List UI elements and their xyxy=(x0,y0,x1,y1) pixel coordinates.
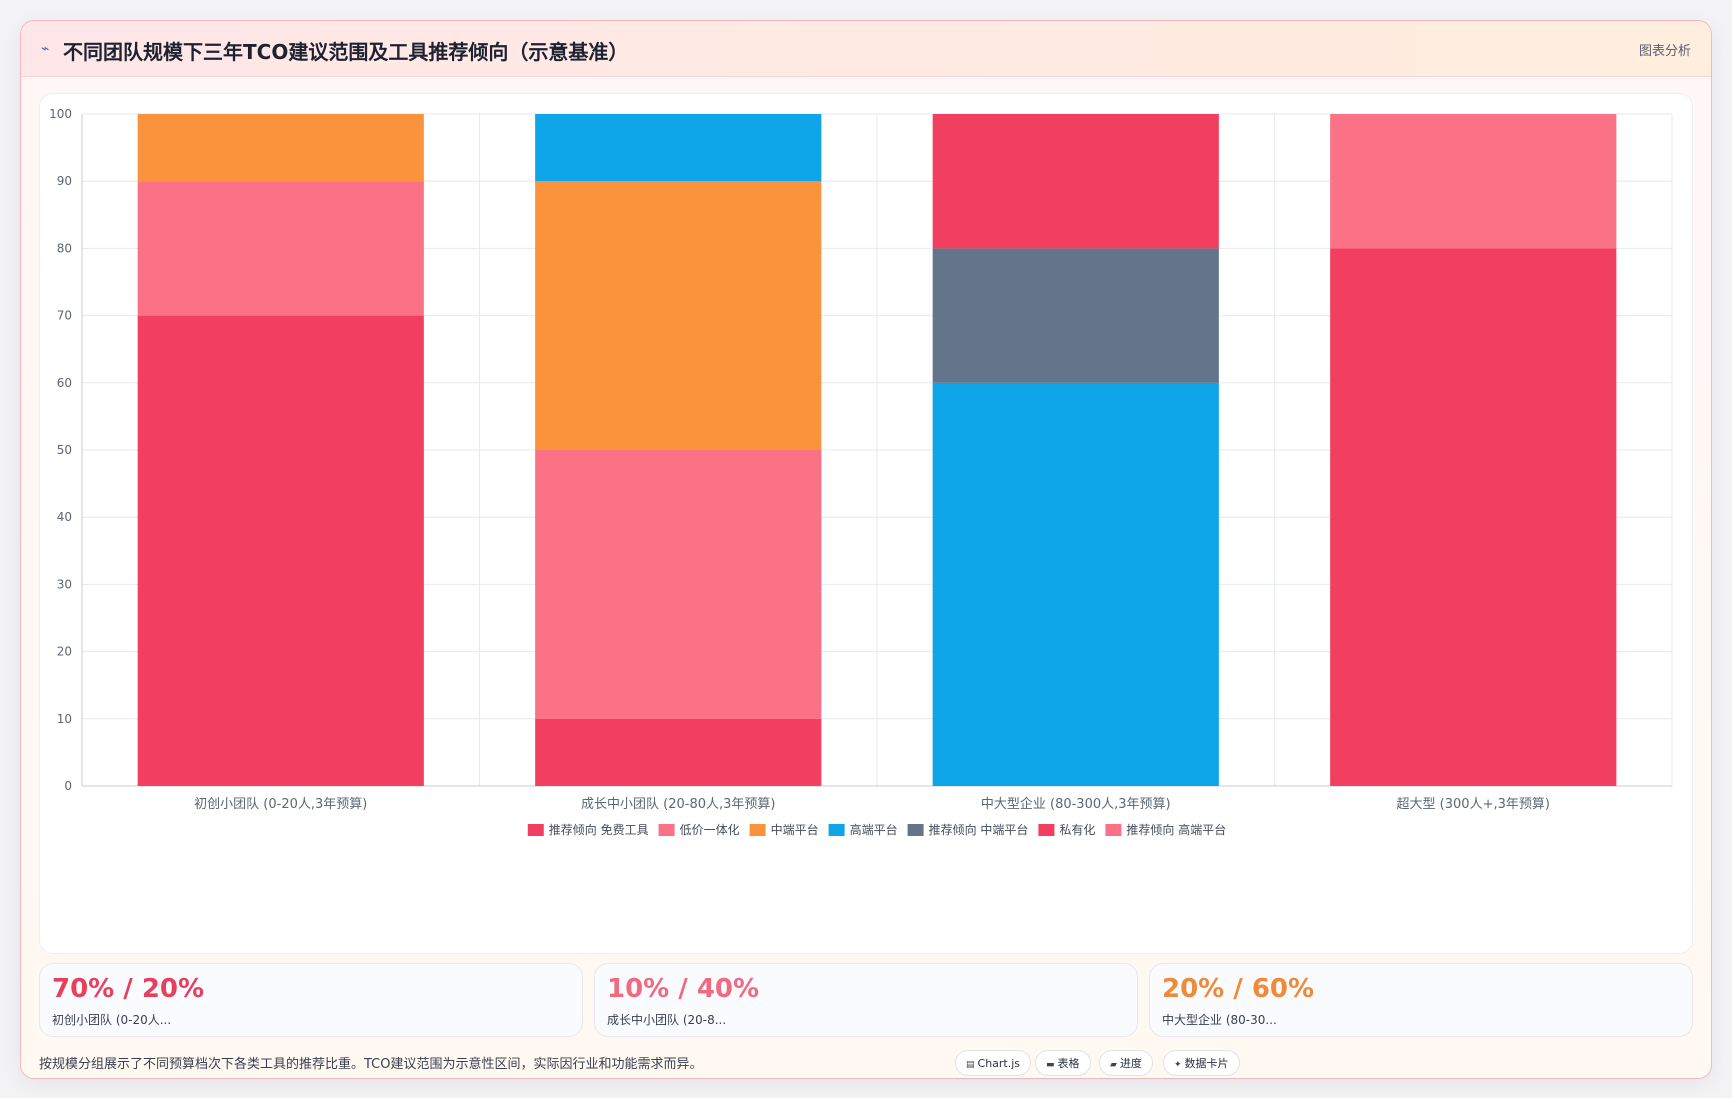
sparkle-icon: ✦ xyxy=(1174,1060,1182,1070)
bar-segment xyxy=(137,114,424,182)
legend-label: 低价一体化 xyxy=(680,823,740,837)
bar-segment xyxy=(1330,248,1617,786)
x-tick-label: 成长中小团队 (20-80人,3年预算) xyxy=(581,797,775,812)
table-pill[interactable]: ▬ 表格 xyxy=(1035,1050,1091,1076)
legend-swatch xyxy=(907,824,924,836)
stat-value: 70% / 20% xyxy=(52,974,205,1004)
legend-label: 私有化 xyxy=(1059,823,1095,837)
pill-label: 表格 xyxy=(1057,1057,1080,1070)
stat-value: 10% / 40% xyxy=(607,974,760,1004)
panel-header: ⌁ 不同团队规模下三年TCO建议范围及工具推荐倾向（示意基准） 图表分析 xyxy=(21,21,1711,77)
y-tick-label: 80 xyxy=(57,241,72,255)
y-tick-label: 60 xyxy=(57,376,72,390)
stat-card-1: 70% / 20% 初创小团队 (0-20人... xyxy=(39,963,583,1037)
y-tick-label: 30 xyxy=(57,577,72,591)
x-tick-label: 中大型企业 (80-300人,3年预算) xyxy=(981,796,1171,812)
y-tick-label: 50 xyxy=(57,443,72,457)
legend-label: 推荐倾向 中端平台 xyxy=(929,822,1029,837)
stat-label: 成长中小团队 (20-8... xyxy=(607,1013,727,1027)
x-tick-label: 超大型 (300人+,3年预算) xyxy=(1397,797,1550,812)
stat-value: 20% / 60% xyxy=(1162,974,1315,1004)
y-tick-label: 90 xyxy=(57,174,72,188)
legend-label: 中端平台 xyxy=(771,822,819,837)
legend-swatch xyxy=(527,824,544,836)
data-card-pill[interactable]: ✦ 数据卡片 xyxy=(1163,1050,1240,1076)
bar-segment xyxy=(137,181,424,316)
y-tick-label: 0 xyxy=(64,779,72,793)
bar-segment xyxy=(535,181,822,450)
legend-label: 推荐倾向 高端平台 xyxy=(1126,822,1226,837)
legend-label: 推荐倾向 免费工具 xyxy=(549,822,649,837)
chartjs-pill[interactable]: ▤ Chart.js xyxy=(955,1050,1032,1076)
pill-label: 数据卡片 xyxy=(1184,1057,1229,1070)
bar-segment xyxy=(535,450,822,719)
analysis-link[interactable]: 图表分析 xyxy=(1638,44,1691,59)
bar-segment xyxy=(1330,114,1617,249)
progress-pill[interactable]: ▰ 进度 xyxy=(1099,1050,1153,1076)
footnote: 按规模分组展示了不同预算档次下各类工具的推荐比重。TCO建议范围为示意性区间，实… xyxy=(39,1057,703,1072)
trend-icon: ⌁ xyxy=(41,41,50,57)
pill-label: Chart.js xyxy=(977,1057,1021,1070)
legend-swatch xyxy=(828,824,845,836)
bar-segment xyxy=(535,718,822,786)
legend-swatch xyxy=(1105,824,1122,836)
y-tick-label: 100 xyxy=(49,107,72,121)
x-tick-label: 初创小团队 (0-20人,3年预算) xyxy=(194,797,367,812)
progress-icon: ▰ xyxy=(1110,1060,1117,1070)
stat-label: 初创小团队 (0-20人... xyxy=(52,1013,172,1027)
bar-segment xyxy=(535,114,822,182)
bar-segment xyxy=(932,382,1219,786)
y-tick-label: 20 xyxy=(57,645,72,659)
y-tick-label: 10 xyxy=(57,712,72,726)
stat-label: 中大型企业 (80-30... xyxy=(1162,1013,1277,1027)
chart-icon: ▤ xyxy=(966,1060,975,1070)
legend-swatch xyxy=(658,824,675,836)
table-icon: ▬ xyxy=(1046,1060,1055,1070)
chart-card: 0 10 20 30 40 50 60 70 80 90 100 初创小团队 (0-20人,3年预算)… xyxy=(39,93,1693,954)
bar-segment xyxy=(932,248,1219,383)
stacked-bar-chart: 0 10 20 30 40 50 60 70 80 90 100 初创小团队 (0-20人,3年预算)… xyxy=(49,107,1673,837)
pill-label: 进度 xyxy=(1119,1057,1142,1070)
y-tick-label: 70 xyxy=(57,309,72,323)
legend-swatch xyxy=(1038,824,1055,836)
stat-card-3: 20% / 60% 中大型企业 (80-30... xyxy=(1149,963,1693,1037)
bar-segment xyxy=(137,315,424,786)
y-tick-label: 40 xyxy=(57,510,72,524)
chart-title: 不同团队规模下三年TCO建议范围及工具推荐倾向（示意基准） xyxy=(63,40,629,64)
stat-card-2: 10% / 40% 成长中小团队 (20-8... xyxy=(594,963,1138,1037)
bar-segment xyxy=(932,114,1219,249)
chart-panel: ⌁ 不同团队规模下三年TCO建议范围及工具推荐倾向（示意基准） 图表分析 0 10… xyxy=(20,20,1712,1079)
legend-label: 高端平台 xyxy=(850,822,898,837)
legend-swatch xyxy=(749,824,766,836)
